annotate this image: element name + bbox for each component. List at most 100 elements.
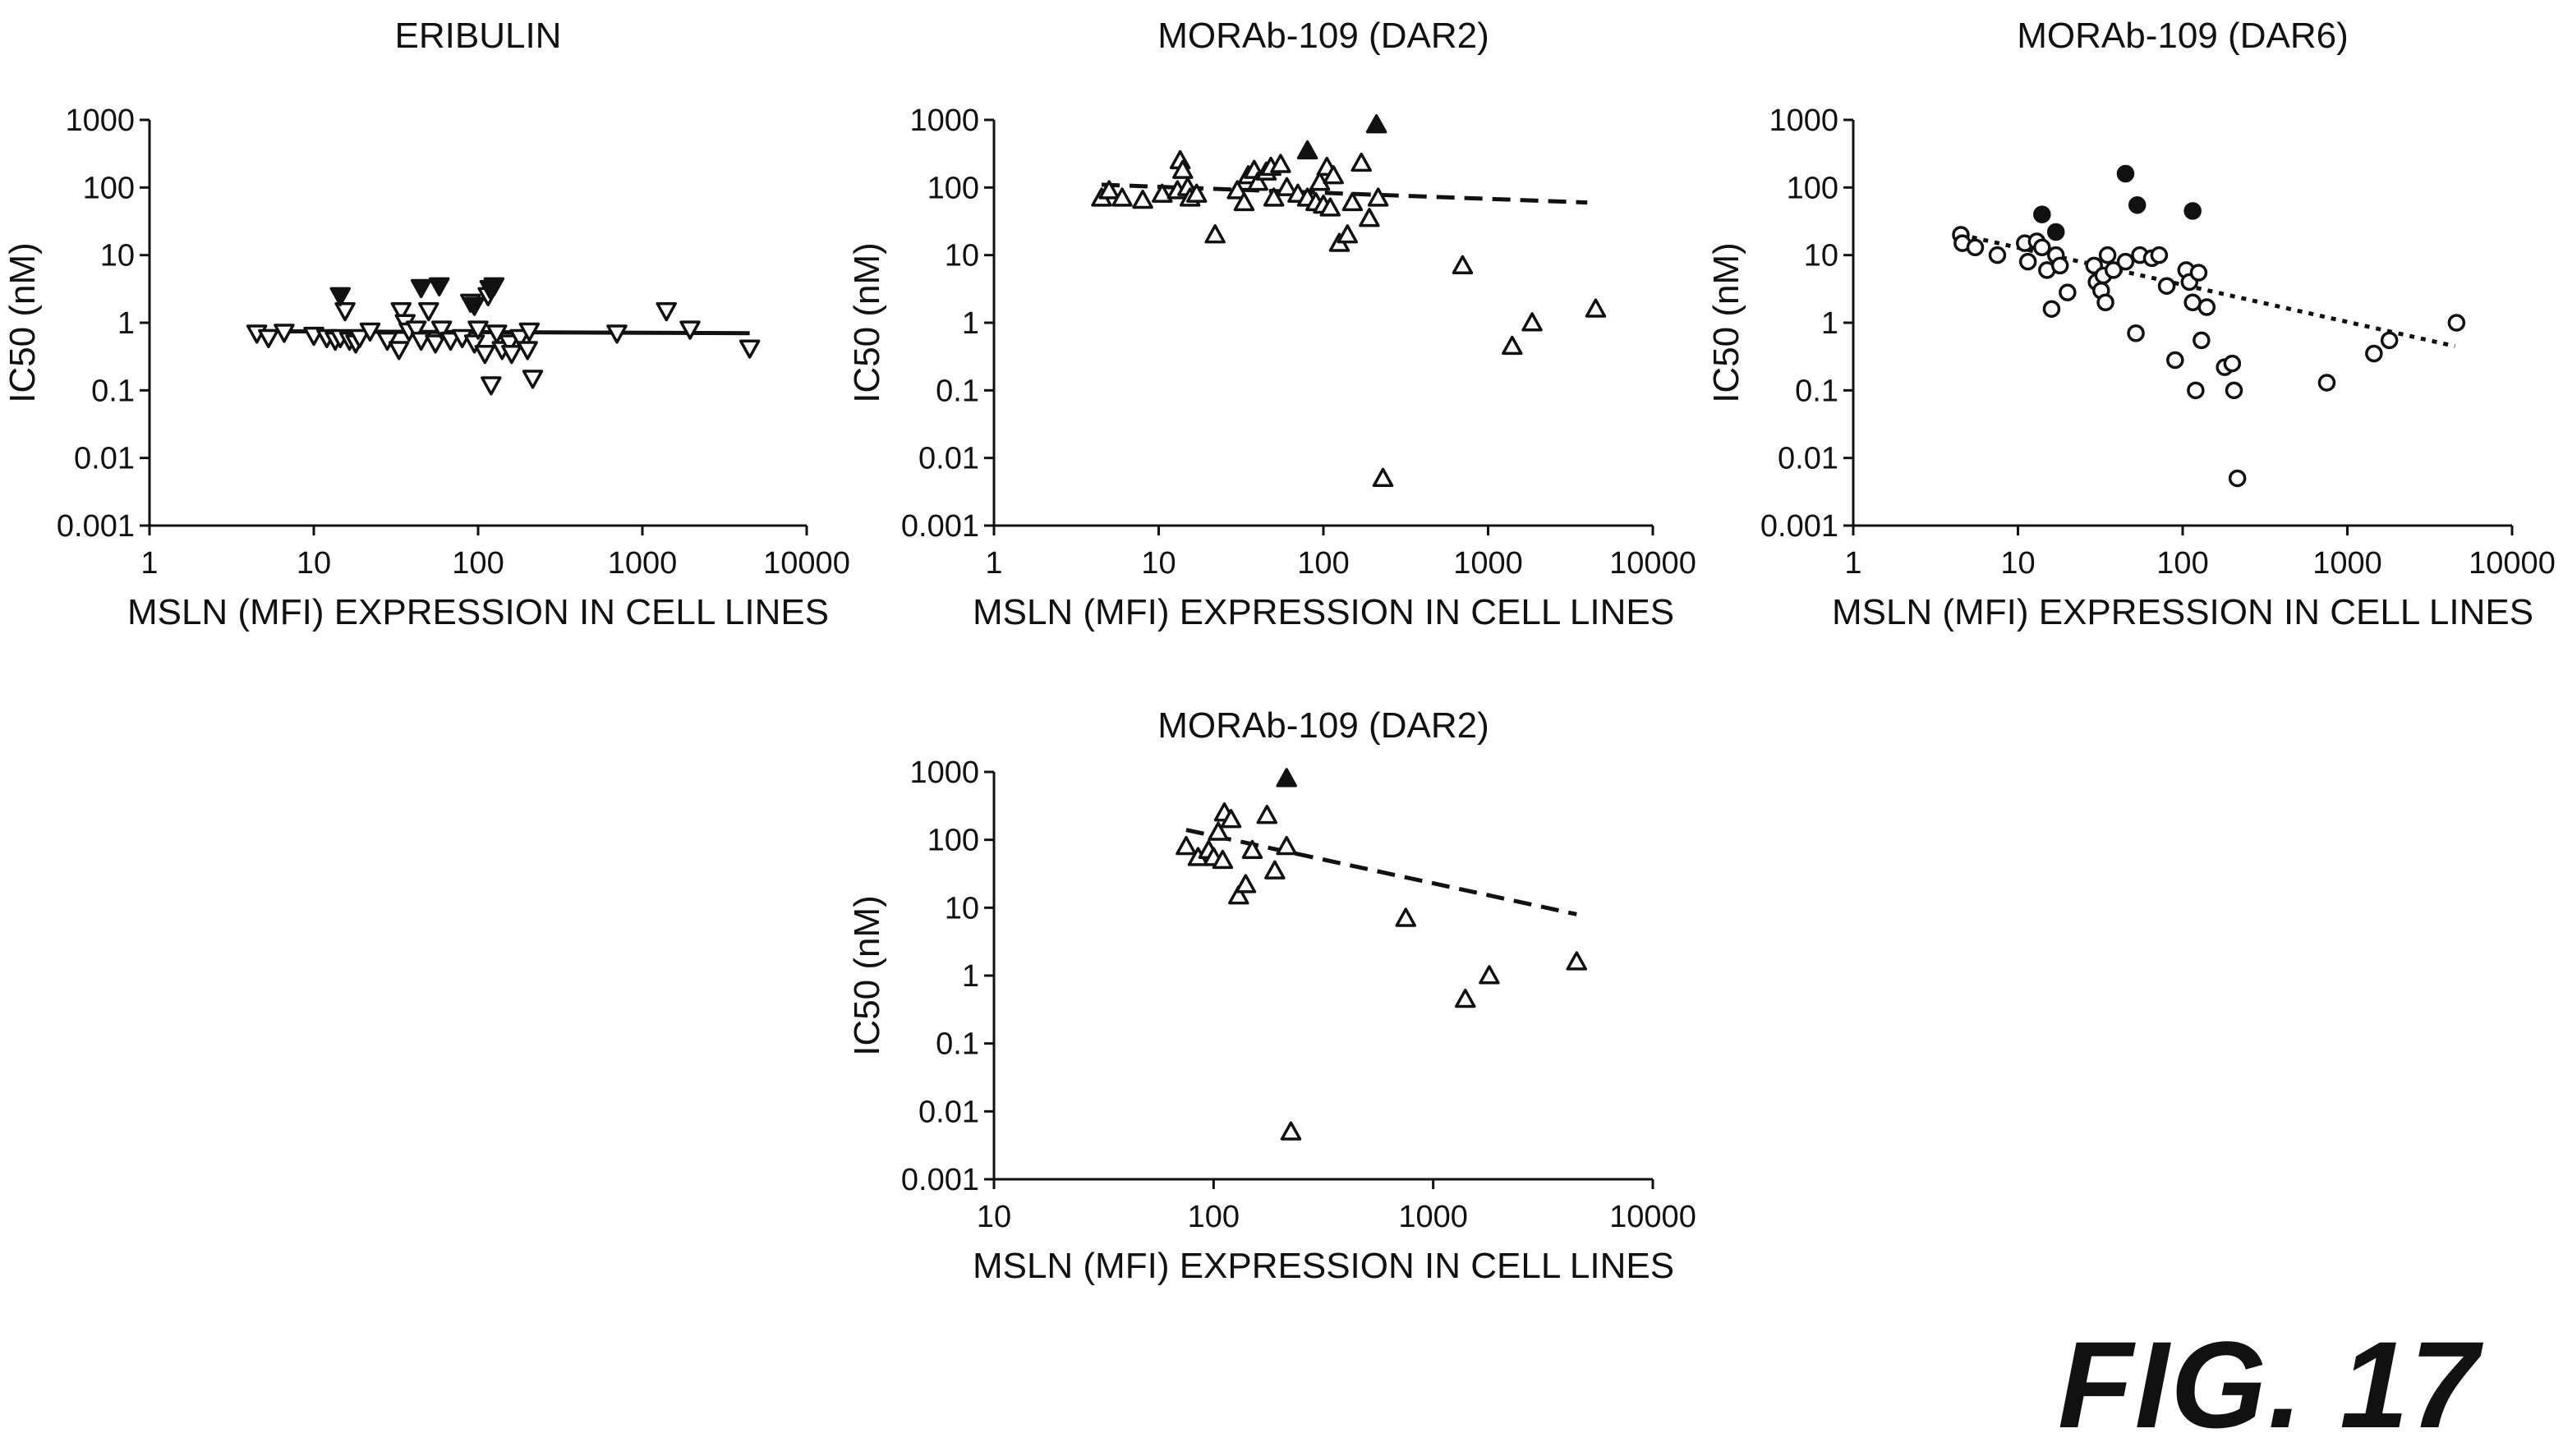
data-point-filled <box>483 277 505 296</box>
data-point-open <box>1256 805 1278 824</box>
data-point-open <box>1132 189 1153 209</box>
data-point-open <box>1176 835 1197 856</box>
y-tick-label: 1 <box>1821 306 1838 341</box>
data-point-open <box>1566 951 1588 971</box>
y-tick-label: 10 <box>945 891 979 926</box>
data-point-open <box>1351 152 1372 172</box>
y-tick-label: 10 <box>1804 239 1838 273</box>
data-point-open <box>1235 874 1257 893</box>
data-point-open <box>430 320 453 340</box>
data-point-open <box>334 301 356 322</box>
x-tick-label: 10000 <box>1609 546 1696 581</box>
data-point-open <box>1098 180 1120 200</box>
x-axis-label: MSLN (MFI) EXPRESSION IN CELL LINES <box>973 1246 1674 1286</box>
x-tick-label: 10000 <box>1609 1200 1696 1234</box>
x-tick-label: 10000 <box>763 546 850 581</box>
x-axis-label: MSLN (MFI) EXPRESSION IN CELL LINES <box>127 592 829 632</box>
data-point-open <box>1276 835 1297 856</box>
x-tick-label: 1 <box>140 546 158 581</box>
data-point-open <box>1395 907 1417 927</box>
data-point-open <box>1585 298 1607 318</box>
data-point-open <box>606 324 628 344</box>
data-point-open <box>2150 246 2169 264</box>
data-point-open <box>2059 283 2077 301</box>
data-point-open <box>1226 180 1248 200</box>
x-axis-label: MSLN (MFI) EXPRESSION IN CELL LINES <box>1832 592 2533 632</box>
chart-title: ERIBULIN <box>395 16 562 56</box>
y-tick-label: 0.1 <box>91 374 135 408</box>
data-point-open <box>418 301 439 322</box>
data-point-open <box>274 324 295 343</box>
data-point-open <box>486 324 508 344</box>
data-point-open <box>1319 197 1341 217</box>
chart-panel-3: MORAb-109 (DAR6) 0.001 0.01 0.1 1 10 100 1000 1 1… <box>1706 16 2556 632</box>
x-tick-label: 1000 <box>608 546 678 581</box>
x-tick-label: 10 <box>977 1200 1011 1234</box>
data-point-open <box>1359 208 1380 227</box>
data-point-open <box>1208 821 1229 841</box>
y-tick-label: 0.01 <box>918 442 979 476</box>
x-tick-label: 1 <box>1844 546 1861 581</box>
data-point-open <box>2317 374 2336 392</box>
y-tick-label: 0.001 <box>901 509 979 544</box>
data-point-open <box>2225 381 2243 400</box>
data-point-filled <box>428 277 450 296</box>
data-point-open <box>2223 354 2242 373</box>
data-point-open <box>2042 300 2061 318</box>
data-point-open <box>522 370 544 389</box>
data-point-open <box>1264 860 1286 880</box>
data-point-filled <box>410 278 432 299</box>
x-tick-label: 10 <box>297 546 331 581</box>
chart-title: MORAb-109 (DAR2) <box>1157 705 1489 746</box>
figure-label: FIG. 17 <box>2058 1316 2481 1454</box>
data-point-open <box>501 344 522 365</box>
y-tick-label: 0.001 <box>57 509 135 544</box>
data-point-open <box>2098 246 2117 264</box>
chart-title: MORAb-109 (DAR2) <box>1157 16 1489 56</box>
data-point-open <box>1502 335 1523 356</box>
y-tick-label: 1 <box>117 306 135 341</box>
data-point-open <box>1521 312 1543 332</box>
data-point-open <box>2189 264 2208 282</box>
data-point-open <box>1988 246 2007 264</box>
data-point-open <box>1337 224 1359 244</box>
data-point-open <box>258 328 279 349</box>
x-tick-label: 10 <box>2000 546 2035 581</box>
x-tick-label: 1000 <box>1398 1200 1468 1234</box>
data-point-open <box>1263 187 1285 207</box>
data-point-filled <box>2033 205 2051 223</box>
data-point-open <box>2127 324 2145 342</box>
data-point-open <box>518 322 541 342</box>
data-point-open <box>2104 261 2123 279</box>
y-tick-label: 10 <box>100 239 135 273</box>
data-point-open <box>2365 344 2383 363</box>
data-point-open <box>1452 255 1474 274</box>
data-point-open <box>2018 252 2037 271</box>
data-point-open <box>1233 191 1255 212</box>
data-point-open <box>1270 154 1291 173</box>
data-point-open <box>390 301 412 322</box>
data-point-filled <box>1276 768 1297 788</box>
y-tick-label: 1000 <box>909 103 979 138</box>
y-tick-label: 0.1 <box>936 374 979 408</box>
data-point-open <box>349 328 370 349</box>
data-point-filled <box>463 296 485 316</box>
data-point-filled <box>1296 140 1318 160</box>
x-tick-label: 10000 <box>2469 546 2556 581</box>
data-point-open <box>517 341 538 361</box>
data-point-open <box>2157 277 2176 295</box>
data-point-open <box>1247 172 1268 191</box>
x-tick-label: 100 <box>1188 1200 1240 1234</box>
data-point-filled <box>2128 195 2147 214</box>
data-point-open <box>405 320 427 340</box>
y-tick-label: 0.01 <box>1778 442 1838 476</box>
data-point-open <box>439 331 462 351</box>
data-point-open <box>1185 183 1208 203</box>
data-point-open <box>467 320 489 340</box>
y-axis-label: IC50 (nM) <box>847 895 887 1056</box>
data-point-open <box>2447 314 2466 332</box>
chart-title: MORAb-109 (DAR6) <box>2017 16 2348 56</box>
data-point-open <box>1479 965 1500 985</box>
data-point-open <box>2187 381 2205 400</box>
